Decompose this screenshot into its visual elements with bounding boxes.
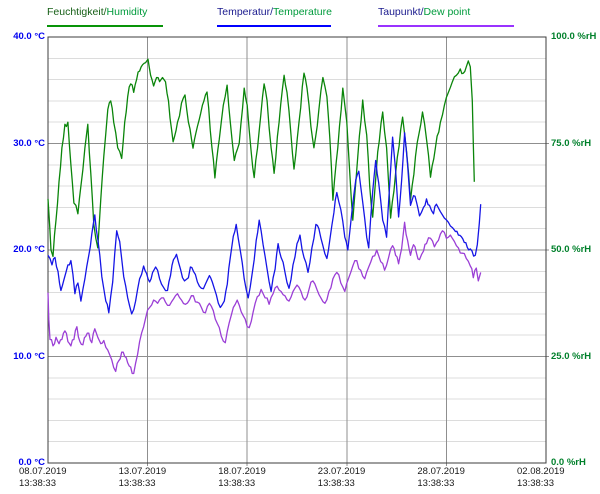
left-axis-tick: 10.0 °C bbox=[13, 350, 45, 362]
x-axis-date: 18.07.2019 bbox=[218, 466, 266, 477]
x-axis-label: 08.07.2019 13:38:33 bbox=[19, 466, 83, 489]
x-axis-label: 02.08.2019 13:38:33 bbox=[517, 466, 581, 489]
x-axis-label: 28.07.2019 13:38:33 bbox=[417, 466, 481, 489]
x-axis-label: 23.07.2019 13:38:33 bbox=[318, 466, 382, 489]
x-axis-time: 13:38:33 bbox=[118, 477, 156, 489]
legend-separator: / bbox=[103, 6, 107, 18]
left-axis-tick: 0.0 °C bbox=[18, 457, 45, 468]
legend-label-en: Temperature bbox=[273, 6, 332, 18]
legend-item-temperature: Temperatur/Temperature bbox=[217, 6, 332, 27]
legend-label-en: Humidity bbox=[106, 6, 148, 18]
series-humidity bbox=[47, 58, 475, 258]
legend-item-humidity: Feuchtigkeit/Humidity bbox=[47, 6, 163, 27]
x-axis-label: 18.07.2019 13:38:33 bbox=[218, 466, 282, 489]
series-dew-point bbox=[47, 221, 482, 375]
legend-separator: / bbox=[420, 6, 424, 18]
legend-item-dew-point: Taupunkt/Dew point bbox=[378, 6, 514, 27]
x-axis-date: 08.07.2019 bbox=[19, 466, 67, 477]
series-temperature bbox=[47, 132, 482, 315]
x-axis-label: 13.07.2019 13:38:33 bbox=[119, 466, 183, 489]
legend-label-de: Taupunkt bbox=[378, 6, 421, 18]
x-axis-date: 28.07.2019 bbox=[417, 466, 465, 477]
x-axis-time: 13:38:33 bbox=[517, 477, 554, 489]
x-axis-time: 13:38:33 bbox=[218, 477, 256, 489]
left-axis-tick: 40.0 °C bbox=[13, 31, 45, 42]
legend-label-en: Dew point bbox=[423, 6, 471, 18]
x-axis-time: 13:38:33 bbox=[317, 477, 355, 489]
right-axis-tick: 50.0 %rH bbox=[551, 244, 592, 255]
x-axis-time: 13:38:33 bbox=[19, 477, 56, 489]
left-axis-tick: 30.0 °C bbox=[13, 137, 45, 149]
x-axis-date: 02.08.2019 bbox=[517, 466, 565, 477]
legend-label-de: Temperatur bbox=[217, 6, 271, 18]
legend-separator: / bbox=[270, 6, 274, 18]
right-axis-tick: 100.0 %rH bbox=[551, 31, 597, 42]
right-axis-tick: 25.0 %rH bbox=[551, 350, 592, 362]
left-axis-tick: 20.0 °C bbox=[13, 244, 45, 255]
legend-label-de: Feuchtigkeit bbox=[47, 6, 104, 18]
x-axis-date: 13.07.2019 bbox=[118, 466, 167, 477]
right-axis-tick: 0.0 %rH bbox=[551, 457, 586, 468]
x-axis-date: 23.07.2019 bbox=[317, 466, 366, 477]
right-axis-tick: 75.0 %rH bbox=[551, 137, 592, 149]
x-axis-time: 13:38:33 bbox=[417, 477, 455, 489]
